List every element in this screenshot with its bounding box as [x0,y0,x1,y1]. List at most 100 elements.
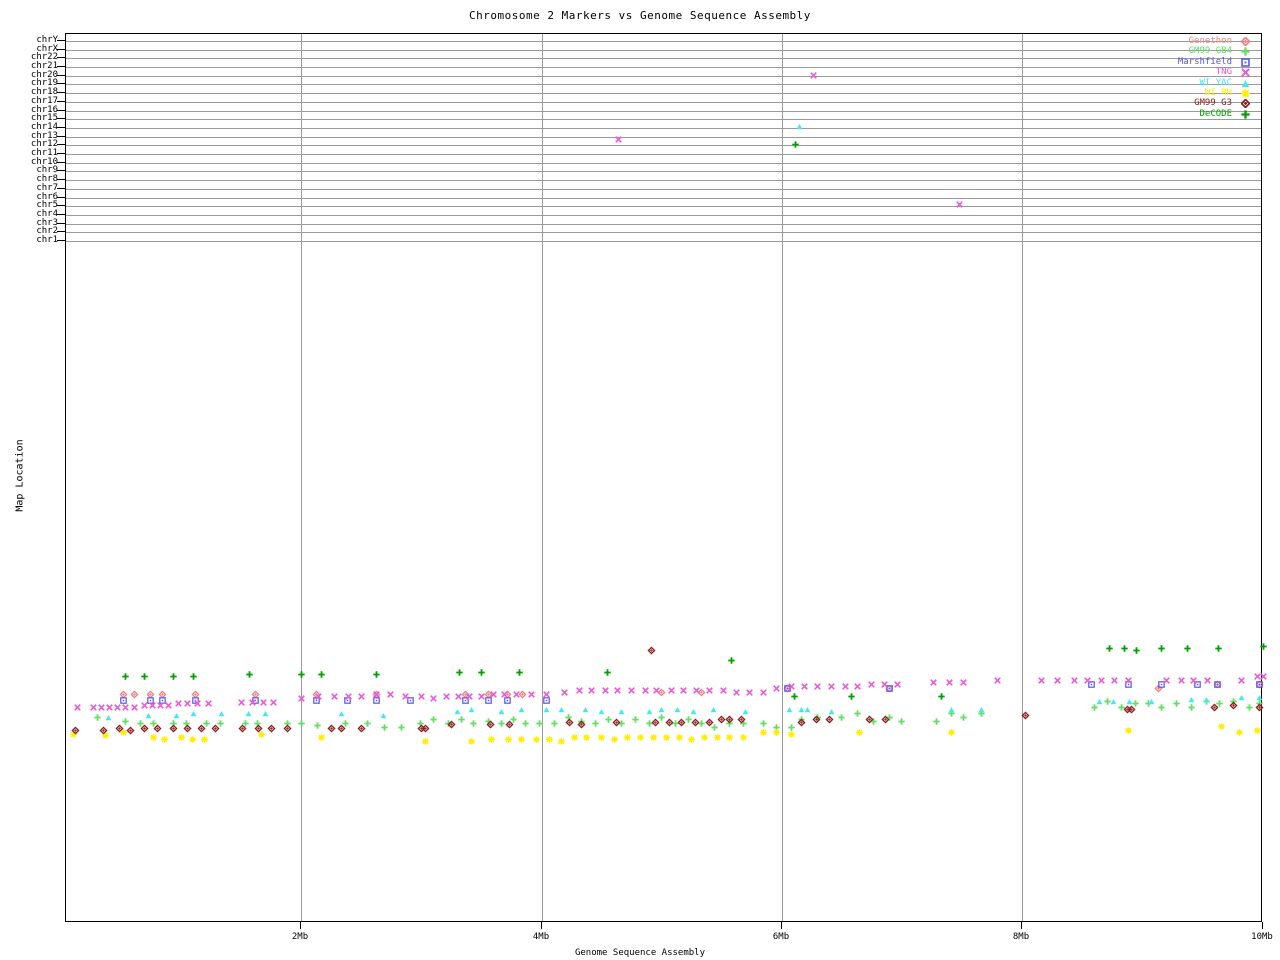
legend-item-tng[interactable]: TNG [1132,67,1262,77]
data-point-gm99-g3 [1126,704,1136,714]
data-point-gm99-gb4 [1131,699,1139,707]
data-point-decode [121,672,129,680]
gridline-horizontal [66,93,1261,94]
gridline-horizontal [66,215,1261,216]
data-point-wi-yac [618,708,625,715]
data-point-gm99-g3 [139,723,149,733]
data-point-marshfield [1255,680,1263,688]
data-point-gm99-gb4 [591,719,599,727]
gridline-horizontal [66,198,1261,199]
legend-item-marshfield[interactable]: Marshfield [1132,57,1262,67]
data-point-wi-rh [855,728,863,736]
gridline-horizontal [66,180,1261,181]
y-tick-label-chr3: chr3 [36,217,58,228]
data-point-tng [89,703,97,711]
y-axis-title: Map Location [14,439,26,512]
data-point-gm99-gb4 [1245,703,1253,711]
legend-item-wi-rh[interactable]: WI RH [1132,88,1262,98]
data-point-gm99-g3 [446,719,456,729]
data-point-decode [455,668,463,676]
data-point-decode [477,668,485,676]
legend-item-decode[interactable]: DeCODE [1132,109,1262,119]
data-point-gm99-gb4 [457,715,465,723]
data-point-gm99-gb4 [837,713,845,721]
data-point-gm99-g3 [564,717,574,727]
data-point-tng [813,682,821,690]
y-tick-mark [57,75,65,76]
data-point-gm99-g3 [811,714,821,724]
data-point-tng [156,701,164,709]
data-point-tng [1110,676,1118,684]
y-tick-mark [57,162,65,163]
data-point-wi-rh [69,730,77,738]
data-point-wi-rh [200,735,208,743]
legend-item-wi-yac[interactable]: WI YAC [1132,78,1262,88]
data-point-gm99-gb4 [787,723,795,731]
legend-label: DeCODE [1199,108,1232,119]
legend-item-genethon[interactable]: Genethon [1132,36,1262,47]
data-point-gm99-g3 [266,723,276,733]
y-tick-label-chr1: chr1 [36,235,58,245]
data-point-wi-rh [725,733,733,741]
data-point-tng [867,680,875,688]
data-point-wi-rh [177,733,185,741]
data-point-gm99-g3 [152,723,162,733]
diamond-icon [1240,36,1251,47]
y-tick-mark [57,136,65,137]
data-point-wi-yac [454,708,461,715]
data-point-decode [727,656,735,664]
data-point-marshfield [461,696,469,704]
data-point-gm99-g3 [676,717,686,727]
data-point-tng [97,703,105,711]
legend-item-gm99-gb4[interactable]: GM99 GB4 [1132,46,1262,56]
diamond-icon [1240,98,1251,110]
data-point-wi-yac [796,123,803,130]
y-tick-label-chr14: chr14 [30,121,58,132]
data-point-tng [560,688,568,696]
data-point-wi-rh [421,737,429,745]
data-point-gm99-g3 [420,723,430,733]
data-point-decode [297,670,305,678]
data-point-gm99-gb4 [671,719,679,727]
data-point-tng [719,686,727,694]
legend-item-gm99-g3[interactable]: GM99 G3 [1132,98,1262,110]
y-tick-mark [57,57,65,58]
data-point-tng [512,690,520,698]
data-point-tng [587,686,595,694]
y-tick-mark [57,40,65,41]
data-point-decode [317,670,325,678]
data-point-tng [853,682,861,690]
data-point-tng [148,701,156,709]
data-point-marshfield [119,696,127,704]
y-tick-label-chr4: chr4 [36,208,58,219]
data-point-gm99-g3 [168,723,178,733]
gridline-horizontal [66,206,1261,207]
data-point-gm99-g3 [646,645,656,655]
data-point-tng [344,692,352,700]
data-point-tng [1037,676,1045,684]
data-point-gm99-g3 [650,717,660,727]
data-point-genethon [656,687,666,697]
gridline-horizontal [66,241,1261,242]
x-tick-mark [1262,922,1263,929]
y-tick-label-chr5: chr5 [36,200,58,211]
data-point-gm99-gb4 [684,715,692,723]
data-point-tng [993,676,1001,684]
plot-frame [65,33,1267,922]
data-point-tng [357,692,365,700]
data-point-marshfield [542,696,550,704]
data-point-tng [1162,676,1170,684]
legend-label: GM99 GB4 [1188,46,1232,57]
legend: Genethon GM99 GB4 Marshfield TNG WI YAC WI RH… [1132,36,1262,119]
data-point-wi-yac [1148,698,1155,705]
data-point-marshfield [503,696,511,704]
data-point-gm99-g3 [576,719,586,729]
gridline-vertical [782,34,783,921]
y-tick-label-chr22: chr22 [30,52,58,63]
data-point-wi-yac [1126,698,1133,705]
data-point-gm99-g3 [724,714,734,724]
data-point-tng [732,688,740,696]
data-point-wi-rh [1124,726,1132,734]
x-tick-label-8Mb: 8Mb [1012,932,1030,942]
data-point-tng [959,678,967,686]
